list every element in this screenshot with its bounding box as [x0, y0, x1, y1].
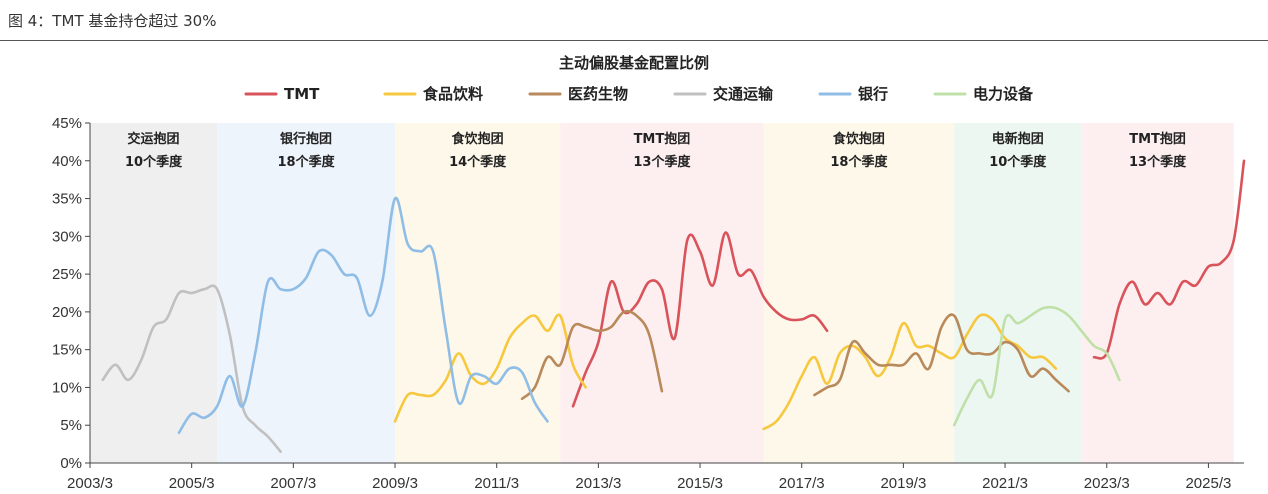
x-tick-label: 2007/3	[270, 475, 316, 492]
y-tick-label: 45%	[52, 115, 82, 132]
x-tick-label: 2003/3	[67, 475, 113, 492]
x-tick-label: 2009/3	[372, 475, 418, 492]
period-duration: 10个季度	[989, 154, 1047, 170]
y-tick-label: 25%	[52, 266, 82, 283]
x-tick-label: 2013/3	[575, 475, 621, 492]
figure-title: 图 4：TMT 基金持仓超过 30%	[8, 12, 217, 30]
y-tick-label: 0%	[60, 455, 82, 472]
period-duration: 13个季度	[1129, 154, 1187, 170]
period-duration: 14个季度	[449, 154, 507, 170]
y-tick-label: 10%	[52, 379, 82, 396]
series-line	[813, 313, 1070, 397]
period-duration: 18个季度	[278, 154, 336, 170]
legend-label: TMT	[284, 85, 320, 103]
period-bands	[90, 123, 1234, 463]
y-tick-label: 20%	[52, 304, 82, 321]
y-tick-label: 30%	[52, 228, 82, 245]
x-tick-label: 2015/3	[677, 475, 723, 492]
period-band	[763, 123, 955, 463]
period-name: TMT抱团	[634, 131, 691, 147]
legend-label: 电力设备	[973, 85, 1034, 103]
series-lines	[101, 159, 1246, 453]
x-tick-label: 2019/3	[880, 475, 926, 492]
series-line	[1092, 159, 1246, 360]
legend-label: 食品饮料	[423, 85, 483, 103]
period-name: 食饮抱团	[833, 131, 885, 147]
period-band	[217, 123, 396, 463]
period-name: 食饮抱团	[452, 131, 504, 147]
period-duration: 18个季度	[830, 154, 888, 170]
series-line	[101, 284, 282, 453]
x-tick-label: 2005/3	[169, 475, 215, 492]
series-line	[571, 231, 829, 408]
x-tick-label: 2021/3	[982, 475, 1028, 492]
legend-label: 医药生物	[568, 85, 628, 103]
x-tick-label: 2017/3	[779, 475, 825, 492]
legend-label: 交通运输	[713, 85, 774, 103]
series-line	[393, 313, 587, 423]
period-band	[90, 123, 218, 463]
series-line	[952, 305, 1121, 427]
period-duration: 13个季度	[633, 154, 691, 170]
legend: TMT 食品饮料 医药生物 交通运输 银行 电力设备	[244, 85, 1034, 103]
y-tick-label: 15%	[52, 342, 82, 359]
x-tick-label: 2011/3	[474, 475, 519, 492]
period-band	[954, 123, 1082, 463]
legend-label: 银行	[858, 85, 888, 103]
series-line	[520, 309, 664, 401]
period-name: 电新抱团	[992, 131, 1044, 147]
period-band	[395, 123, 561, 463]
period-name: 银行抱团	[280, 131, 332, 147]
y-tick-label: 5%	[60, 417, 82, 434]
y-tick-label: 35%	[52, 191, 82, 208]
period-labels: 交运抱团 10个季度 银行抱团 18个季度 食饮抱团 14个季度 TMT抱团 13个季度 食饮抱…	[125, 131, 1187, 170]
series-line	[762, 313, 1058, 431]
axes: 0% 5% 10% 15% 20% 25% 30% 35% 40% 45% 2003/3 2005/3…	[52, 115, 1244, 492]
y-tick-label: 40%	[52, 153, 82, 170]
title-divider	[0, 40, 1268, 41]
period-name: 交运抱团	[128, 131, 180, 147]
series-line	[177, 197, 549, 435]
x-tick-label: 2023/3	[1084, 475, 1130, 492]
chart-title: 主动偏股基金配置比例	[558, 54, 709, 72]
period-duration: 10个季度	[125, 154, 183, 170]
x-tick-label: 2025/3	[1185, 475, 1231, 492]
period-name: TMT抱团	[1129, 131, 1186, 147]
